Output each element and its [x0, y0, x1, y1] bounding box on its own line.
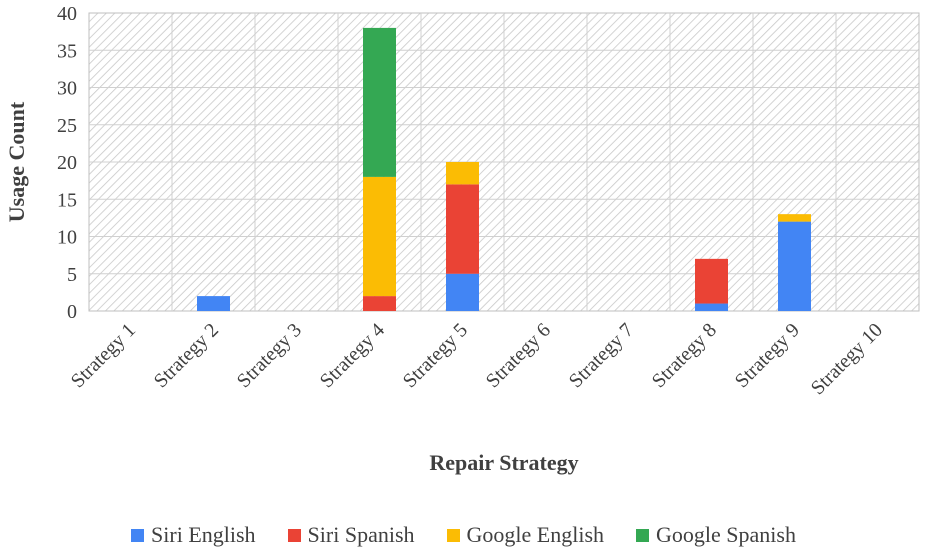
x-tick-label: Strategy 8 [648, 319, 721, 392]
bar-segment [446, 184, 479, 274]
legend-item: Siri Spanish [287, 522, 415, 548]
legend-swatch [287, 528, 301, 542]
y-axis-title: Usage Count [4, 101, 29, 222]
y-tick-label: 35 [57, 40, 77, 62]
y-tick-label: 10 [57, 227, 77, 249]
y-tick-label: 0 [67, 301, 77, 323]
x-tick-label: Strategy 10 [807, 319, 887, 399]
x-tick-label: Strategy 1 [67, 319, 140, 392]
bar-segment [363, 27, 396, 177]
bar-segment [363, 176, 396, 297]
bar-segment [778, 214, 811, 222]
legend-swatch [446, 528, 460, 542]
y-tick-label: 20 [57, 152, 77, 174]
y-tick-label: 15 [57, 189, 77, 211]
bar-segment [778, 221, 811, 311]
bar-segment [197, 296, 230, 311]
y-tick-label: 30 [57, 78, 77, 100]
legend-item: Google Spanish [636, 522, 796, 548]
y-tick-labels: 0 5 10 15 20 25 30 35 40 [57, 3, 77, 323]
x-tick-label: Strategy 6 [482, 319, 555, 392]
x-tick-label: Strategy 9 [731, 319, 804, 392]
legend-label: Siri Spanish [307, 522, 415, 547]
x-tick-label: Strategy 3 [233, 319, 306, 392]
x-axis-title: Repair Strategy [429, 450, 578, 475]
legend-item: Google English [446, 522, 605, 548]
bar-segment [363, 296, 396, 311]
y-tick-label: 5 [67, 264, 77, 286]
x-tick-labels: Strategy 1 Strategy 2 Strategy 3 Strategy 4… [67, 319, 887, 399]
legend-item: Siri English [131, 522, 256, 548]
y-tick-label: 40 [57, 3, 77, 25]
legend-swatch [131, 528, 145, 542]
legend-swatch [636, 528, 650, 542]
x-tick-label: Strategy 5 [399, 319, 472, 392]
bar-segment [446, 273, 479, 311]
y-tick-label: 25 [57, 115, 77, 137]
bar-segment [446, 162, 479, 185]
x-tick-label: Strategy 2 [150, 319, 223, 392]
legend-label: Siri English [151, 522, 256, 547]
x-tick-label: Strategy 4 [316, 319, 389, 392]
bars [197, 27, 811, 311]
x-tick-label: Strategy 7 [565, 319, 638, 392]
legend-label: Google English [466, 522, 605, 547]
bar-segment [695, 303, 728, 311]
legend-label: Google Spanish [656, 522, 796, 547]
legend: Siri English Siri Spanish Google English Go… [0, 518, 927, 552]
bar-segment [695, 258, 728, 304]
